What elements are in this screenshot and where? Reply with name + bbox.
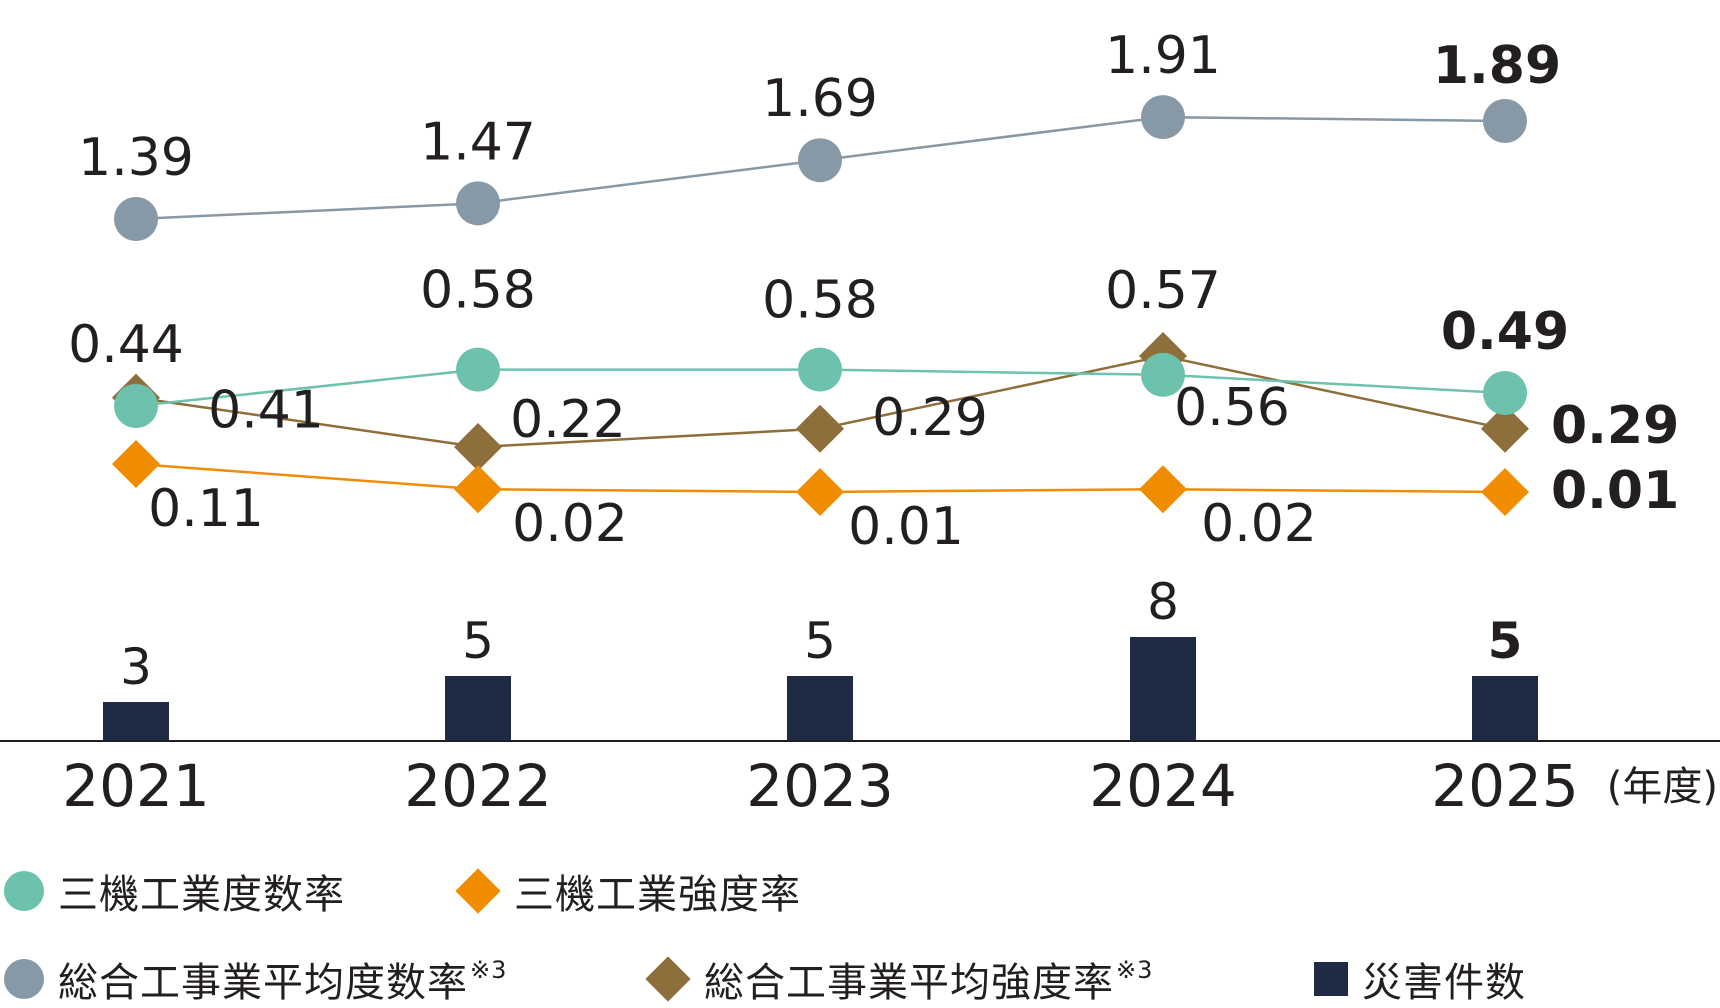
bars-layer: [103, 637, 1538, 741]
data-point: [1141, 352, 1185, 397]
data-point: [456, 347, 500, 392]
x-tick-label: 2022: [404, 752, 552, 820]
data-label: 1.47: [420, 112, 536, 172]
data-label: 0.11: [148, 479, 264, 539]
data-label: 1.39: [78, 128, 194, 188]
data-point: [1483, 371, 1527, 415]
data-label: 0.49: [1441, 302, 1569, 362]
data-point: [1481, 404, 1529, 453]
data-label: 0.02: [1201, 494, 1317, 554]
data-point: [796, 404, 844, 453]
bar: [445, 676, 511, 741]
x-tick-label: 2025: [1431, 752, 1579, 820]
data-label: 0.44: [68, 315, 184, 375]
bar-value-label: 5: [462, 612, 494, 670]
lines-layer: [112, 95, 1529, 516]
data-point: [1139, 465, 1187, 514]
data-label: 0.02: [512, 494, 628, 554]
data-point: [798, 347, 842, 392]
x-tick-label: 2023: [746, 752, 894, 820]
data-label: 0.58: [420, 261, 536, 321]
data-point: [454, 465, 502, 514]
data-label: 0.56: [1174, 378, 1290, 438]
data-label: 1.69: [762, 69, 878, 129]
data-point: [1483, 99, 1527, 143]
bar-value-label: 5: [1488, 612, 1523, 670]
data-label: 0.01: [848, 497, 964, 557]
data-point: [114, 197, 158, 241]
data-label: 0.41: [208, 381, 324, 441]
bar: [787, 676, 853, 741]
data-label: 0.29: [1551, 396, 1679, 456]
labels-layer: 3 5 5 8 5 1.39 1.47 1.69 1.91 1.89 0.41 0.22 0.29 0.5…: [68, 26, 1679, 696]
bar: [1472, 676, 1538, 741]
data-point: [454, 423, 502, 471]
data-point: [1141, 95, 1185, 140]
data-label: 0.29: [872, 388, 988, 448]
data-label: 0.58: [762, 271, 878, 331]
data-point: [798, 138, 842, 183]
data-label: 1.91: [1105, 26, 1221, 86]
x-tick-label: 2024: [1089, 752, 1237, 820]
bar: [1130, 637, 1196, 741]
data-label: 0.57: [1105, 261, 1221, 321]
data-point: [456, 181, 500, 226]
data-point: [112, 440, 160, 488]
data-label: 1.89: [1433, 36, 1561, 96]
data-label: 0.22: [510, 390, 626, 450]
bar-value-label: 3: [120, 638, 152, 696]
data-label: 0.01: [1551, 461, 1679, 521]
data-point: [1481, 468, 1529, 516]
x-axis-unit: (年度): [1607, 764, 1718, 810]
bar: [103, 702, 169, 741]
x-axis: 2021 2022 2023 2024 2025 (年度): [62, 752, 1718, 820]
bar-value-label: 8: [1147, 573, 1179, 631]
data-point: [796, 468, 844, 516]
bar-value-label: 5: [804, 612, 836, 670]
data-point: [114, 384, 158, 428]
x-tick-label: 2021: [62, 752, 210, 820]
